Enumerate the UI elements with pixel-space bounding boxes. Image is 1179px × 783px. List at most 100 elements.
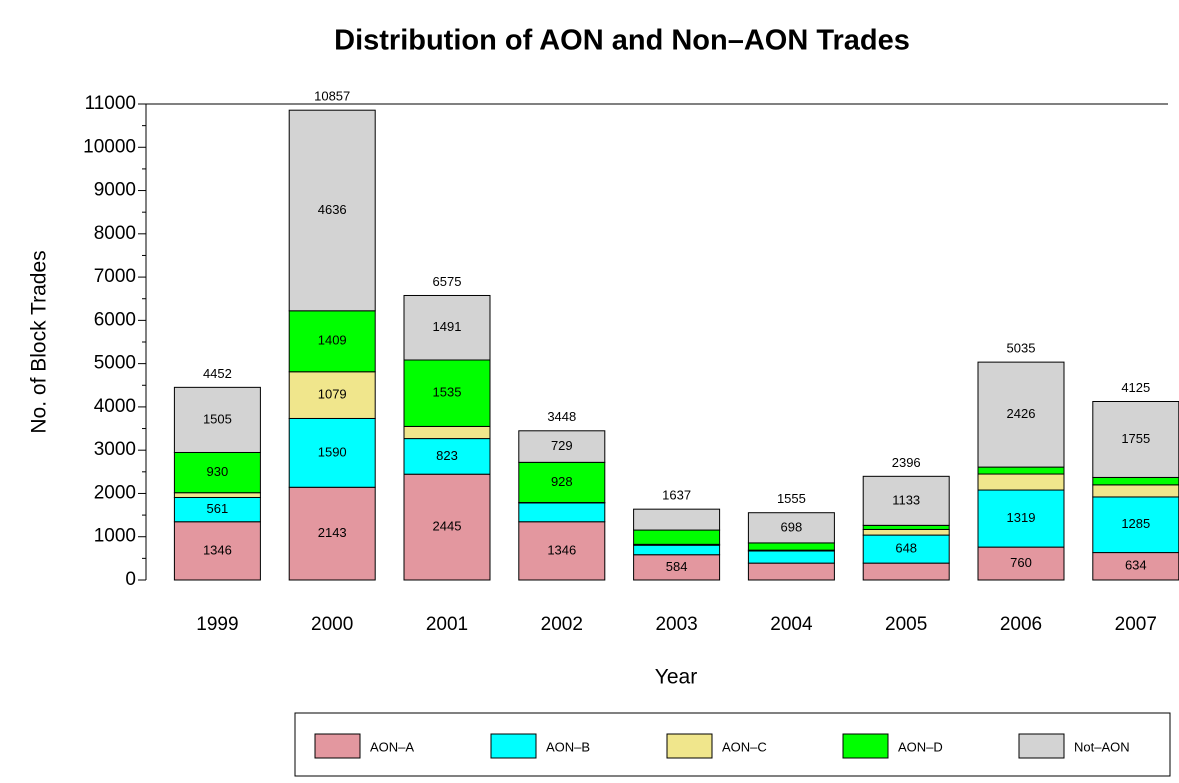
segment-label: 634 — [1125, 558, 1147, 573]
legend-swatch — [666, 733, 713, 759]
x-tick-label: 1999 — [196, 614, 238, 635]
segment-label: 1505 — [203, 411, 232, 426]
bar-segment — [173, 492, 261, 498]
y-axis-label: No. of Block Trades — [28, 250, 51, 433]
bar-segment — [518, 502, 606, 523]
segment-label: 1491 — [433, 319, 462, 334]
y-tick-label: 11000 — [85, 93, 136, 114]
y-tick-label: 1000 — [94, 526, 136, 547]
x-tick-label: 2002 — [541, 614, 583, 635]
x-tick-label: 2001 — [426, 614, 468, 635]
bar-segment — [747, 550, 835, 564]
y-tick-label: 10000 — [83, 136, 136, 157]
bar-segment — [518, 521, 606, 581]
segment-label: 1079 — [318, 387, 347, 402]
bar-segment — [862, 528, 950, 536]
segment-label: 1285 — [1121, 516, 1150, 531]
legend-label: AON–A — [370, 739, 414, 754]
total-label: 4452 — [203, 366, 232, 381]
x-tick-label: 2005 — [885, 614, 927, 635]
bar-segment — [518, 430, 606, 463]
legend-swatch — [314, 733, 361, 759]
bar-segment — [747, 542, 835, 551]
bar-segment — [633, 544, 721, 556]
total-label: 1555 — [777, 491, 806, 506]
total-label: 1637 — [662, 488, 691, 503]
bar-segment — [173, 496, 261, 523]
total-label: 3448 — [547, 409, 576, 424]
y-tick-label: 3000 — [94, 439, 136, 460]
bar-segment — [862, 475, 950, 526]
legend-box — [294, 712, 1171, 777]
segment-label: 1535 — [433, 385, 462, 400]
x-tick-label: 2004 — [770, 614, 813, 635]
segment-label: 729 — [551, 438, 573, 453]
legend-swatch — [490, 733, 537, 759]
bar-segment — [633, 529, 721, 545]
bar-segment — [1092, 476, 1179, 486]
bar-segment — [288, 109, 376, 312]
bar-segment — [288, 310, 376, 373]
segment-label: 1755 — [1121, 431, 1150, 446]
segment-label: 1346 — [547, 542, 576, 557]
bar-segment — [862, 562, 950, 581]
y-tick-label: 7000 — [94, 266, 136, 287]
y-tick-label: 2000 — [94, 482, 136, 503]
bar-segment — [977, 466, 1065, 475]
total-label: 5035 — [1007, 341, 1036, 356]
bar-segment — [862, 534, 950, 564]
bar-segment — [1092, 496, 1179, 554]
segment-label: 584 — [666, 559, 688, 574]
segment-label: 930 — [207, 464, 229, 479]
bar-segment — [403, 425, 491, 440]
bar-segment — [633, 508, 721, 531]
bar-segment — [1092, 484, 1179, 498]
segment-label: 4636 — [318, 202, 347, 217]
x-axis-label: Year — [655, 666, 697, 689]
chart-title: Distribution of AON and Non–AON Trades — [334, 25, 910, 57]
bar-segment — [977, 546, 1065, 581]
segment-label: 1346 — [203, 542, 232, 557]
x-tick-label: 2000 — [311, 614, 353, 635]
bar-segment — [747, 562, 835, 581]
segment-label: 1409 — [318, 333, 347, 348]
bar-segment — [403, 294, 491, 361]
bar-segment — [977, 361, 1065, 468]
bar-segment — [173, 386, 261, 453]
y-tick-label: 0 — [125, 569, 136, 590]
segment-label: 1133 — [892, 492, 920, 507]
x-tick-label: 2007 — [1115, 614, 1157, 635]
segment-label: 928 — [551, 474, 573, 489]
bar-segment — [403, 473, 491, 581]
segment-label: 2426 — [1007, 406, 1036, 421]
y-tick-label: 8000 — [94, 223, 136, 244]
bar-segment — [1092, 401, 1179, 478]
bar-segment — [633, 554, 721, 581]
segment-label: 760 — [1010, 555, 1032, 570]
bar-segment — [288, 486, 376, 581]
segment-label: 561 — [207, 501, 229, 516]
segment-label: 2445 — [433, 519, 462, 534]
total-label: 10857 — [314, 89, 350, 104]
legend-label: AON–C — [722, 739, 767, 754]
legend-swatch — [842, 733, 889, 759]
segment-label: 2143 — [318, 525, 347, 540]
total-label: 4125 — [1121, 380, 1150, 395]
bar-segment — [173, 521, 261, 581]
y-tick-label: 5000 — [94, 353, 136, 374]
x-tick-label: 2003 — [655, 614, 697, 635]
y-tick-label: 9000 — [94, 180, 136, 201]
x-tick-label: 2006 — [1000, 614, 1042, 635]
legend-swatch — [1018, 733, 1065, 759]
bar-segment — [518, 461, 606, 503]
y-tick-label: 6000 — [94, 309, 136, 330]
bar-segment — [862, 524, 950, 530]
segment-label: 648 — [895, 541, 917, 556]
legend-label: AON–D — [898, 739, 943, 754]
bar-segment — [977, 473, 1065, 491]
bar-segment — [288, 417, 376, 488]
bar-segment — [403, 359, 491, 427]
bar-segment — [977, 489, 1065, 548]
legend-label: AON–B — [546, 739, 590, 754]
